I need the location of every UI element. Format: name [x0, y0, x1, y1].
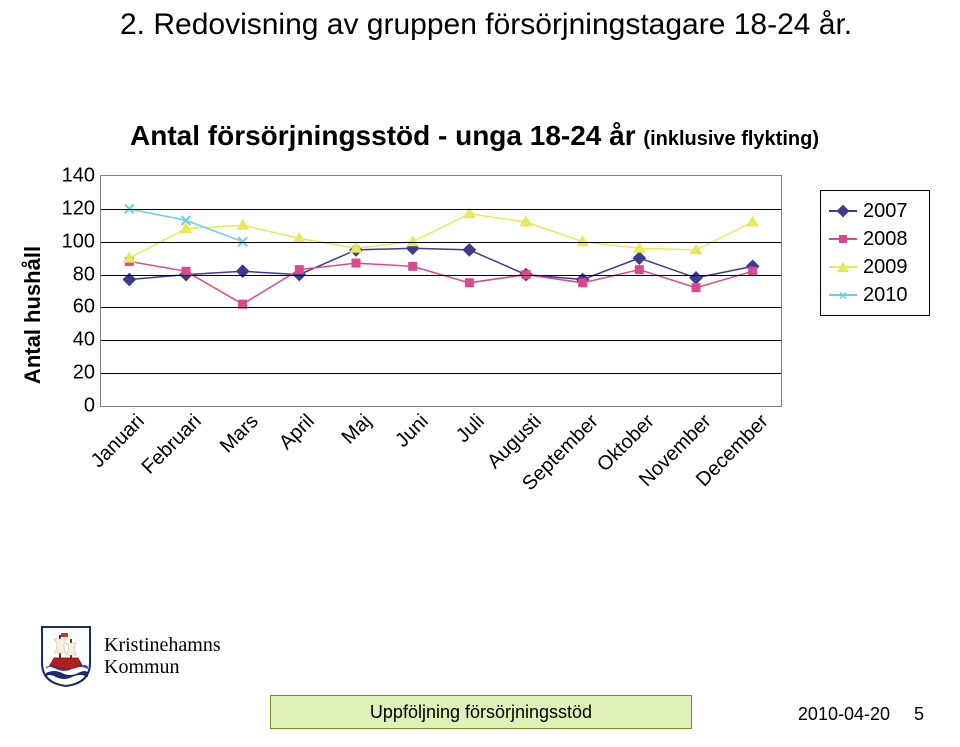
chart-ytick-label: 20 [73, 362, 101, 385]
chart-ytick-label: 140 [62, 165, 101, 188]
chart-ytick-label: 120 [62, 197, 101, 220]
chart-gridline [101, 275, 781, 276]
chart-title-main: Antal försörjningsstöd - unga 18-24 år [130, 120, 643, 151]
chart-xtick-label: Mars [211, 406, 263, 458]
chart-ylabel: Antal hushåll [20, 246, 46, 384]
page-title: 2. Redovisning av gruppen försörjningsta… [120, 8, 910, 42]
chart-gridline [101, 340, 781, 341]
chart-svg [101, 176, 781, 406]
chart-gridline [101, 307, 781, 308]
chart-legend: 200720082009 × 2010 [820, 190, 930, 316]
logo-block: Kristinehamns Kommun [40, 625, 221, 687]
logo-line2: Kommun [104, 656, 221, 678]
legend-row: 2007 [829, 197, 921, 225]
chart-ytick-label: 40 [73, 329, 101, 352]
chart-gridline [101, 242, 781, 243]
legend-swatch [829, 232, 857, 246]
footer-page: 5 [914, 704, 924, 725]
legend-label: 2009 [863, 253, 908, 281]
chart-title-sub: (inklusive flykting) [643, 128, 819, 150]
legend-swatch [829, 260, 857, 274]
chart-xtick-label: April [271, 406, 320, 455]
chart-ytick-label: 60 [73, 296, 101, 319]
chart-xtick-label: Juli [448, 406, 490, 448]
chart-title: Antal försörjningsstöd - unga 18-24 år (… [130, 120, 910, 152]
logo-shield [40, 625, 92, 687]
legend-row: × 2010 [829, 281, 921, 309]
chart-xtick-label: Maj [333, 406, 376, 449]
chart-area: Antal hushåll 020406080100120140JanuariF… [30, 175, 930, 505]
chart-ytick-label: 100 [62, 230, 101, 253]
logo-text: Kristinehamns Kommun [104, 634, 221, 678]
chart-plot: 020406080100120140JanuariFebruariMarsApr… [100, 175, 782, 407]
legend-label: 2010 [863, 281, 908, 309]
logo-shield-svg [40, 625, 92, 687]
slide: 2. Redovisning av gruppen försörjningsta… [0, 0, 960, 747]
legend-row: 2008 [829, 225, 921, 253]
legend-label: 2008 [863, 225, 908, 253]
legend-swatch [829, 204, 857, 218]
chart-ytick-label: 0 [84, 395, 101, 418]
chart-xtick-label: Juni [387, 406, 433, 452]
footer-bar: Uppföljning försörjningsstöd [270, 695, 692, 729]
legend-label: 2007 [863, 197, 908, 225]
legend-row: 2009 [829, 253, 921, 281]
logo-line1: Kristinehamns [104, 634, 221, 656]
chart-gridline [101, 373, 781, 374]
chart-ytick-label: 80 [73, 263, 101, 286]
chart-gridline [101, 209, 781, 210]
footer-date: 2010-04-20 [798, 704, 890, 725]
legend-swatch: × [829, 288, 857, 302]
chart-xtick-label: Februari [133, 406, 206, 479]
ylabel-wrap: Antal hushåll [20, 175, 46, 455]
